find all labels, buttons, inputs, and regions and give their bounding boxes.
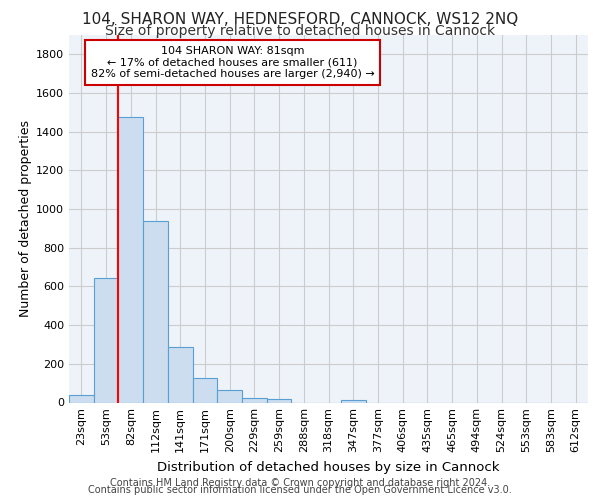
- Text: Contains HM Land Registry data © Crown copyright and database right 2024.: Contains HM Land Registry data © Crown c…: [110, 478, 490, 488]
- Bar: [217, 390, 242, 402]
- Text: Size of property relative to detached houses in Cannock: Size of property relative to detached ho…: [105, 24, 495, 38]
- Bar: [118, 117, 143, 403]
- Text: 104, SHARON WAY, HEDNESFORD, CANNOCK, WS12 2NQ: 104, SHARON WAY, HEDNESFORD, CANNOCK, WS…: [82, 12, 518, 28]
- Y-axis label: Number of detached properties: Number of detached properties: [19, 120, 32, 318]
- Bar: [69, 395, 94, 402]
- Bar: [267, 399, 292, 402]
- Bar: [143, 220, 168, 402]
- X-axis label: Distribution of detached houses by size in Cannock: Distribution of detached houses by size …: [157, 461, 500, 474]
- Text: 104 SHARON WAY: 81sqm
← 17% of detached houses are smaller (611)
82% of semi-det: 104 SHARON WAY: 81sqm ← 17% of detached …: [91, 46, 374, 79]
- Text: Contains public sector information licensed under the Open Government Licence v3: Contains public sector information licen…: [88, 485, 512, 495]
- Bar: [341, 400, 365, 402]
- Bar: [193, 378, 217, 402]
- Bar: [168, 348, 193, 403]
- Bar: [242, 398, 267, 402]
- Bar: [94, 278, 118, 402]
